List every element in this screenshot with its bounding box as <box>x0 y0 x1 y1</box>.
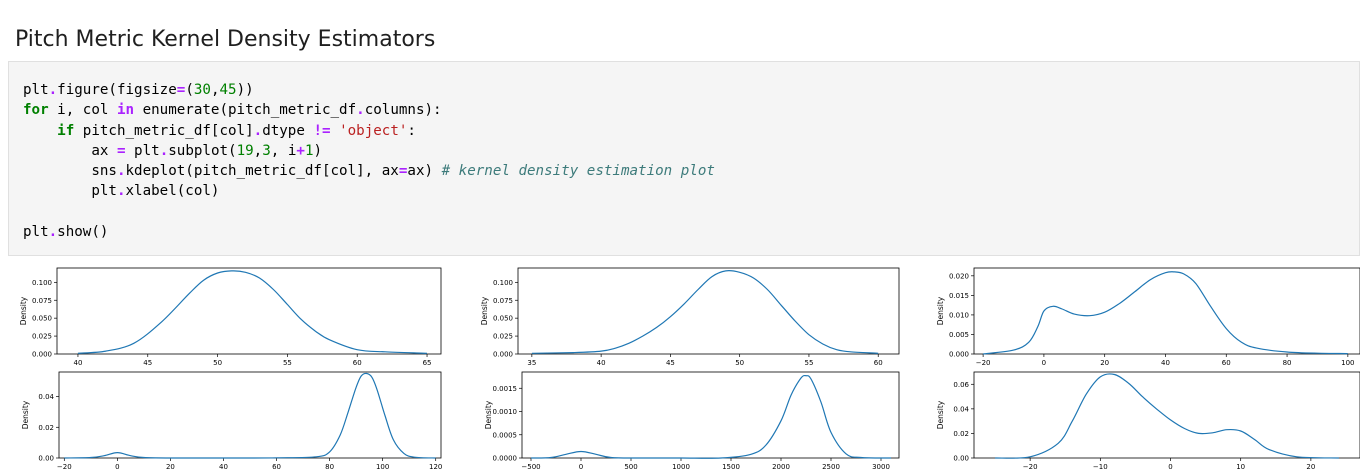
code-line-3: if pitch_metric_df[col].dtype != 'object… <box>57 122 416 139</box>
plot-5-ytick-label: 0.0015 <box>493 385 518 393</box>
plot-6-xtick-label: 10 <box>1236 463 1245 471</box>
plot-6-kde-line <box>995 373 1339 459</box>
plot-4-ytick-label: 0.02 <box>38 424 54 432</box>
plot-5-xtick-label: 0 <box>579 463 583 471</box>
plot-4-ylabel: Density <box>21 400 30 429</box>
plot-2-ylabel: Density <box>480 296 489 325</box>
plot-4-xtick-label: 100 <box>376 463 389 471</box>
plot-1-xtick-label: 60 <box>353 359 362 367</box>
plot-1-ytick-label: 0.025 <box>32 333 52 341</box>
plot-3-ytick-label: 0.015 <box>949 292 969 300</box>
plot-2-ytick-label: 0.100 <box>493 279 513 287</box>
plot-2-ytick-label: 0.025 <box>493 333 513 341</box>
plot-2-ytick-label: 0.000 <box>493 351 513 359</box>
plot-4-frame <box>58 371 442 459</box>
plot-4-ytick-label: 0.00 <box>38 455 54 463</box>
code-cell[interactable]: plt.figure(figsize=(30,45)) for i, col i… <box>8 61 1360 256</box>
plot-3-xtick-label: 100 <box>1341 359 1354 367</box>
plot-1-ylabel: Density <box>19 296 28 325</box>
plot-4-xtick-label: 60 <box>272 463 281 471</box>
plot-2-xtick-label: 40 <box>597 359 606 367</box>
plot-6-ytick-label: 0.04 <box>953 405 969 413</box>
plot-2-frame <box>517 267 900 355</box>
plot-1-xtick-label: 55 <box>283 359 292 367</box>
plot-3-xtick-label: −20 <box>976 359 991 367</box>
plot-1-xtick-label: 45 <box>143 359 152 367</box>
plot-2-ytick-label: 0.050 <box>493 315 513 323</box>
plot-4-ytick-label: 0.04 <box>38 393 54 401</box>
code-line-8: plt.show() <box>23 224 109 241</box>
plot-5-xtick-label: 2500 <box>822 463 840 471</box>
code-editor[interactable]: plt.figure(figsize=(30,45)) for i, col i… <box>23 80 715 242</box>
plot-4-xtick-label: 0 <box>115 463 119 471</box>
plot-3-ytick-label: 0.020 <box>949 272 969 280</box>
plot-6-ytick-label: 0.00 <box>953 455 969 463</box>
code-line-5: sns.kdeplot(pitch_metric_df[col], ax=ax)… <box>23 163 715 180</box>
plot-1-xtick-label: 65 <box>423 359 432 367</box>
plot-5-xtick-label: −500 <box>521 463 540 471</box>
plot-3-xtick-label: 0 <box>1042 359 1046 367</box>
plot-3-xtick-label: 60 <box>1222 359 1231 367</box>
plot-1-ytick-label: 0.100 <box>32 279 52 287</box>
plot-6-xtick-label: 20 <box>1306 463 1315 471</box>
plot-5-xtick-label: 2000 <box>772 463 790 471</box>
plot-3-ytick-label: 0.000 <box>949 351 969 359</box>
plot-5-ylabel: Density <box>484 400 493 429</box>
code-line-2: for i, col in enumerate(pitch_metric_df.… <box>23 102 442 119</box>
plot-6-xtick-label: 0 <box>1168 463 1172 471</box>
plot-6-xtick-label: −20 <box>1023 463 1038 471</box>
plot-6-ylabel: Density <box>936 400 945 429</box>
plot-1-ytick-label: 0.075 <box>32 297 52 305</box>
plot-1-frame <box>56 267 442 355</box>
plot-4-xtick-label: 40 <box>219 463 228 471</box>
plot-6-ytick-label: 0.06 <box>953 381 969 389</box>
plot-2-xtick-label: 50 <box>735 359 744 367</box>
plot-6-ytick-label: 0.02 <box>953 430 969 438</box>
plot-1-kde-line <box>77 270 428 354</box>
cell-output: 0.000 0.025 0.050 0.075 0.100 40 45 50 55 60 65 Den… <box>8 262 1360 475</box>
plot-3-xtick-label: 20 <box>1100 359 1109 367</box>
plot-5-ytick-label: 0.0005 <box>493 431 518 439</box>
plot-5-frame <box>521 371 900 459</box>
plot-6-xtick-label: −10 <box>1093 463 1108 471</box>
code-line-4: ax = plt.subplot(19,3, i+1) <box>23 142 323 159</box>
plot-5-xtick-label: 500 <box>624 463 637 471</box>
plot-5-xtick-label: 1000 <box>672 463 690 471</box>
plot-5-xtick-label: 3000 <box>872 463 890 471</box>
plot-2-ytick-label: 0.075 <box>493 297 513 305</box>
plot-1-xtick-label: 50 <box>213 359 222 367</box>
plot-5-kde-line <box>530 374 892 459</box>
plot-3-frame <box>973 267 1360 355</box>
plot-3-ylabel: Density <box>936 296 945 325</box>
plot-6-frame <box>973 371 1360 459</box>
plot-1-ytick-label: 0.000 <box>32 351 52 359</box>
plot-4-kde-line <box>64 372 436 459</box>
plot-4-xtick-label: 120 <box>429 463 442 471</box>
plot-4-xtick-label: −20 <box>57 463 72 471</box>
plot-4-xtick-label: 20 <box>166 463 175 471</box>
code-line-6: plt.xlabel(col) <box>23 183 220 200</box>
plot-5-ytick-label: 0.0010 <box>493 408 518 416</box>
plot-5-ytick-label: 0.0000 <box>493 455 518 463</box>
plot-2-kde-line <box>531 270 879 354</box>
plot-1-xtick-label: 40 <box>73 359 82 367</box>
plot-3-ytick-label: 0.010 <box>949 311 969 319</box>
plot-1-ytick-label: 0.050 <box>32 315 52 323</box>
plot-2-xtick-label: 60 <box>874 359 883 367</box>
plot-3-kde-line <box>983 271 1348 355</box>
code-line-1: plt.figure(figsize=(30,45)) <box>23 82 254 98</box>
plot-3-xtick-label: 80 <box>1283 359 1292 367</box>
plot-4-xtick-label: 80 <box>325 463 334 471</box>
plot-3-ytick-label: 0.005 <box>949 331 969 339</box>
plot-5-xtick-label: 1500 <box>722 463 740 471</box>
plot-2-xtick-label: 55 <box>804 359 813 367</box>
section-heading: Pitch Metric Kernel Density Estimators <box>15 26 436 52</box>
plot-3-xtick-label: 40 <box>1161 359 1170 367</box>
plot-2-xtick-label: 35 <box>527 359 536 367</box>
plot-2-xtick-label: 45 <box>666 359 675 367</box>
